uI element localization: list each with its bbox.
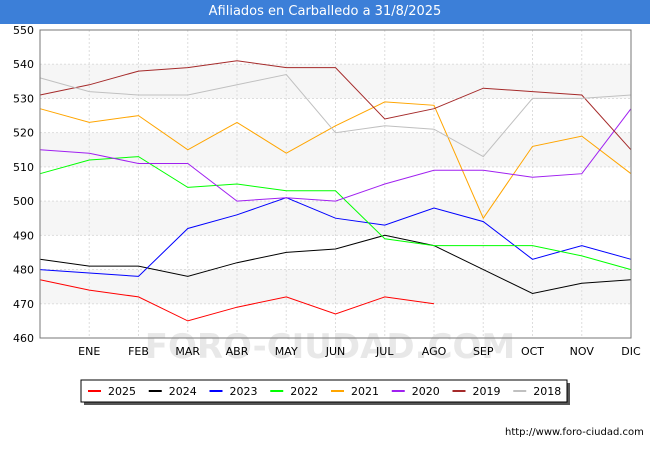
x-tick-label: AGO (422, 345, 447, 358)
legend-label-2023: 2023 (230, 385, 258, 398)
legend-label-2022: 2022 (290, 385, 318, 398)
x-tick-label: NOV (570, 345, 595, 358)
series-line-2025 (39, 279, 435, 322)
x-tick-label: MAY (275, 345, 298, 358)
y-tick-label: 530 (13, 92, 34, 105)
y-axis-ticks: 460 470 480 490 500 510 520 530 540 550 (13, 24, 34, 345)
y-tick-label: 470 (13, 298, 34, 311)
source-url: http://www.foro-ciudad.com (505, 427, 644, 438)
legend-label-2025: 2025 (108, 385, 136, 398)
legend-label-2020: 2020 (412, 385, 440, 398)
plot-frame (39, 29, 632, 339)
x-tick-label: JUN (325, 345, 346, 358)
series-line-2021 (39, 101, 632, 220)
x-axis-ticks: ENE FEB MAR ABR MAY JUN JUL AGO SEP OCT NOV DIC (78, 345, 641, 358)
y-tick-label: 500 (13, 195, 34, 208)
y-tick-label: 550 (13, 24, 34, 37)
series-line-2023 (39, 197, 632, 277)
series-line-2019 (39, 60, 632, 151)
x-tick-label: DIC (621, 345, 641, 358)
x-tick-label: ABR (226, 345, 249, 358)
x-tick-label: FEB (128, 345, 149, 358)
legend-label-2021: 2021 (351, 385, 379, 398)
y-tick-label: 480 (13, 264, 34, 277)
y-tick-label: 510 (13, 161, 34, 174)
x-tick-label: ENE (78, 345, 100, 358)
series-line-2024 (39, 234, 632, 295)
series-line-2018 (39, 73, 632, 158)
legend: 2025 2024 2023 2022 2021 2020 2019 2018 (80, 379, 570, 405)
series-lines (39, 60, 632, 322)
series-line-2022 (39, 156, 632, 271)
x-tick-label: JUL (375, 345, 394, 358)
legend-label-2024: 2024 (169, 385, 197, 398)
x-tick-label: MAR (175, 345, 200, 358)
y-tick-label: 540 (13, 58, 34, 71)
legend-label-2018: 2018 (533, 385, 561, 398)
y-tick-label: 460 (13, 332, 34, 345)
series-line-2020 (39, 108, 632, 202)
chart-title: Afiliados en Carballedo a 31/8/2025 (0, 0, 650, 24)
legend-label-2019: 2019 (473, 385, 501, 398)
plot-band (40, 64, 631, 99)
x-tick-label: SEP (473, 345, 494, 358)
legend-box (80, 379, 568, 403)
y-tick-label: 490 (13, 229, 34, 242)
x-tick-label: OCT (521, 345, 544, 358)
y-tick-label: 520 (13, 127, 34, 140)
watermark: FORO-CIUDAD.COM (145, 327, 516, 367)
